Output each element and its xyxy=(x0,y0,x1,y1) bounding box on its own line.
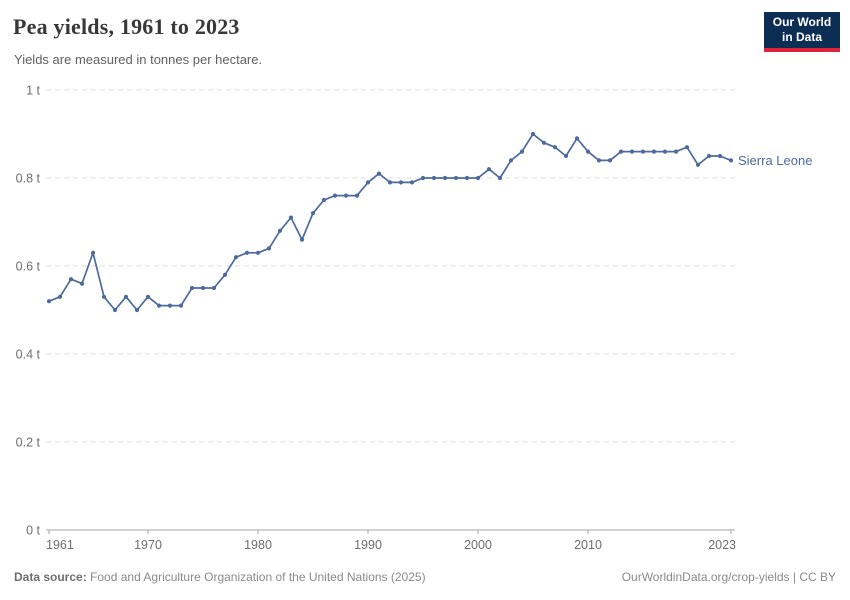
data-point[interactable] xyxy=(409,180,415,185)
owid-logo-line2: in Data xyxy=(781,30,822,44)
y-tick-label: 1 t xyxy=(26,84,40,98)
y-tick-label: 0 t xyxy=(26,524,40,538)
data-point[interactable] xyxy=(563,153,569,159)
data-point[interactable] xyxy=(79,281,85,286)
x-tick-label: 2000 xyxy=(464,538,492,552)
data-point[interactable] xyxy=(222,272,228,277)
data-series-sierra-leone[interactable] xyxy=(46,131,734,313)
data-point[interactable] xyxy=(497,175,503,181)
data-point[interactable] xyxy=(277,228,283,233)
chart-subtitle: Yields are measured in tonnes per hectar… xyxy=(14,52,263,67)
data-point[interactable] xyxy=(464,175,470,181)
data-source-label: Data source: xyxy=(14,570,87,584)
data-point[interactable] xyxy=(431,175,437,181)
data-point[interactable] xyxy=(299,237,305,242)
data-point[interactable] xyxy=(145,294,151,299)
data-point[interactable] xyxy=(57,294,63,299)
data-point[interactable] xyxy=(310,211,316,216)
data-point[interactable] xyxy=(156,303,162,308)
data-point[interactable] xyxy=(486,167,492,172)
data-point[interactable] xyxy=(728,158,734,163)
data-source-note: Data source: Food and Agriculture Organi… xyxy=(14,570,426,584)
data-point[interactable] xyxy=(629,149,635,154)
y-tick-label: 0.4 t xyxy=(16,348,41,362)
data-point[interactable] xyxy=(288,215,294,220)
data-point[interactable] xyxy=(244,250,250,255)
x-tick-label: 1961 xyxy=(46,538,74,552)
data-point[interactable] xyxy=(266,246,272,251)
data-point[interactable] xyxy=(552,145,558,150)
data-point[interactable] xyxy=(695,162,701,167)
data-point[interactable] xyxy=(354,193,360,198)
data-point[interactable] xyxy=(365,180,371,185)
data-point[interactable] xyxy=(167,303,173,308)
data-point[interactable] xyxy=(398,180,404,185)
data-point[interactable] xyxy=(651,149,657,154)
data-point[interactable] xyxy=(420,175,426,181)
x-axis-labels: 1961 1970 1980 1990 2000 2010 2023 xyxy=(46,538,736,552)
data-point[interactable] xyxy=(200,285,206,291)
data-point[interactable] xyxy=(255,250,261,255)
x-axis xyxy=(46,529,735,534)
data-point[interactable] xyxy=(640,149,646,154)
x-tick-label: 1980 xyxy=(244,538,272,552)
data-point[interactable] xyxy=(585,149,591,154)
x-tick-label: 1990 xyxy=(354,538,382,552)
data-point[interactable] xyxy=(178,303,184,308)
series-line[interactable] xyxy=(48,133,732,311)
data-point[interactable] xyxy=(508,158,514,163)
data-point[interactable] xyxy=(101,294,107,299)
data-point[interactable] xyxy=(475,175,481,181)
data-point[interactable] xyxy=(684,145,690,150)
data-point[interactable] xyxy=(706,153,712,159)
owid-logo[interactable]: Our World in Data xyxy=(764,12,840,52)
data-point[interactable] xyxy=(189,285,195,291)
series-end-label[interactable]: Sierra Leone xyxy=(738,153,812,168)
y-tick-label: 0.6 t xyxy=(16,260,41,274)
x-tick-label: 2010 xyxy=(574,538,602,552)
data-point[interactable] xyxy=(387,180,393,185)
data-point[interactable] xyxy=(530,131,536,137)
data-point[interactable] xyxy=(442,175,448,181)
data-point[interactable] xyxy=(46,299,52,304)
data-source-text: Food and Agriculture Organization of the… xyxy=(86,570,426,584)
data-point[interactable] xyxy=(233,255,239,260)
data-point[interactable] xyxy=(673,149,679,154)
data-point[interactable] xyxy=(662,149,668,154)
data-point[interactable] xyxy=(90,250,96,255)
data-point[interactable] xyxy=(519,149,525,154)
data-point[interactable] xyxy=(134,307,140,313)
data-point[interactable] xyxy=(453,175,459,181)
page-title: Pea yields, 1961 to 2023 xyxy=(13,14,240,39)
footer: Data source: Food and Agriculture Organi… xyxy=(14,570,836,584)
data-point[interactable] xyxy=(68,277,74,282)
data-point[interactable] xyxy=(376,171,382,176)
data-point[interactable] xyxy=(607,158,613,163)
y-tick-label: 0.8 t xyxy=(16,172,41,186)
data-point[interactable] xyxy=(618,149,624,154)
data-point[interactable] xyxy=(123,294,129,299)
data-point[interactable] xyxy=(112,307,118,313)
data-point[interactable] xyxy=(574,136,580,141)
y-tick-label: 0.2 t xyxy=(16,436,41,450)
data-point[interactable] xyxy=(211,285,217,291)
credit-link[interactable]: OurWorldinData.org/crop-yields | CC BY xyxy=(621,570,836,584)
data-point[interactable] xyxy=(717,153,723,159)
data-point[interactable] xyxy=(596,158,602,163)
x-tick-label: 1970 xyxy=(134,538,162,552)
y-axis-labels: 0 t 0.2 t 0.4 t 0.6 t 0.8 t 1 t xyxy=(16,84,41,538)
data-point[interactable] xyxy=(343,193,349,198)
x-tick-label: 2023 xyxy=(708,538,736,552)
data-point[interactable] xyxy=(332,193,338,198)
data-point[interactable] xyxy=(321,197,327,203)
gridlines xyxy=(46,89,735,443)
owid-logo-line1: Our World xyxy=(772,15,832,29)
data-point[interactable] xyxy=(541,140,547,145)
